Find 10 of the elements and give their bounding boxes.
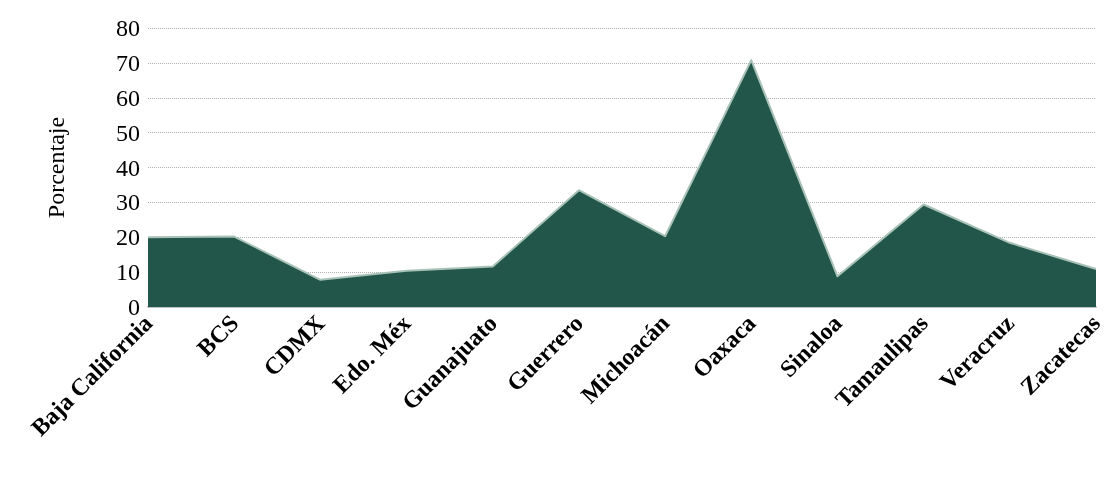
y-tick-label: 10: [116, 259, 140, 286]
y-tick-label: 40: [116, 154, 140, 181]
y-tick-label: 60: [116, 84, 140, 111]
y-tick-label: 80: [116, 15, 140, 41]
y-tick-label: 70: [116, 49, 140, 76]
y-tick-label: 0: [128, 294, 140, 320]
y-tick-label: 30: [116, 189, 140, 216]
y-tick-label: 20: [116, 224, 140, 251]
y-axis-title: Porcentaje: [43, 116, 69, 219]
y-tick-label: 50: [116, 119, 140, 146]
